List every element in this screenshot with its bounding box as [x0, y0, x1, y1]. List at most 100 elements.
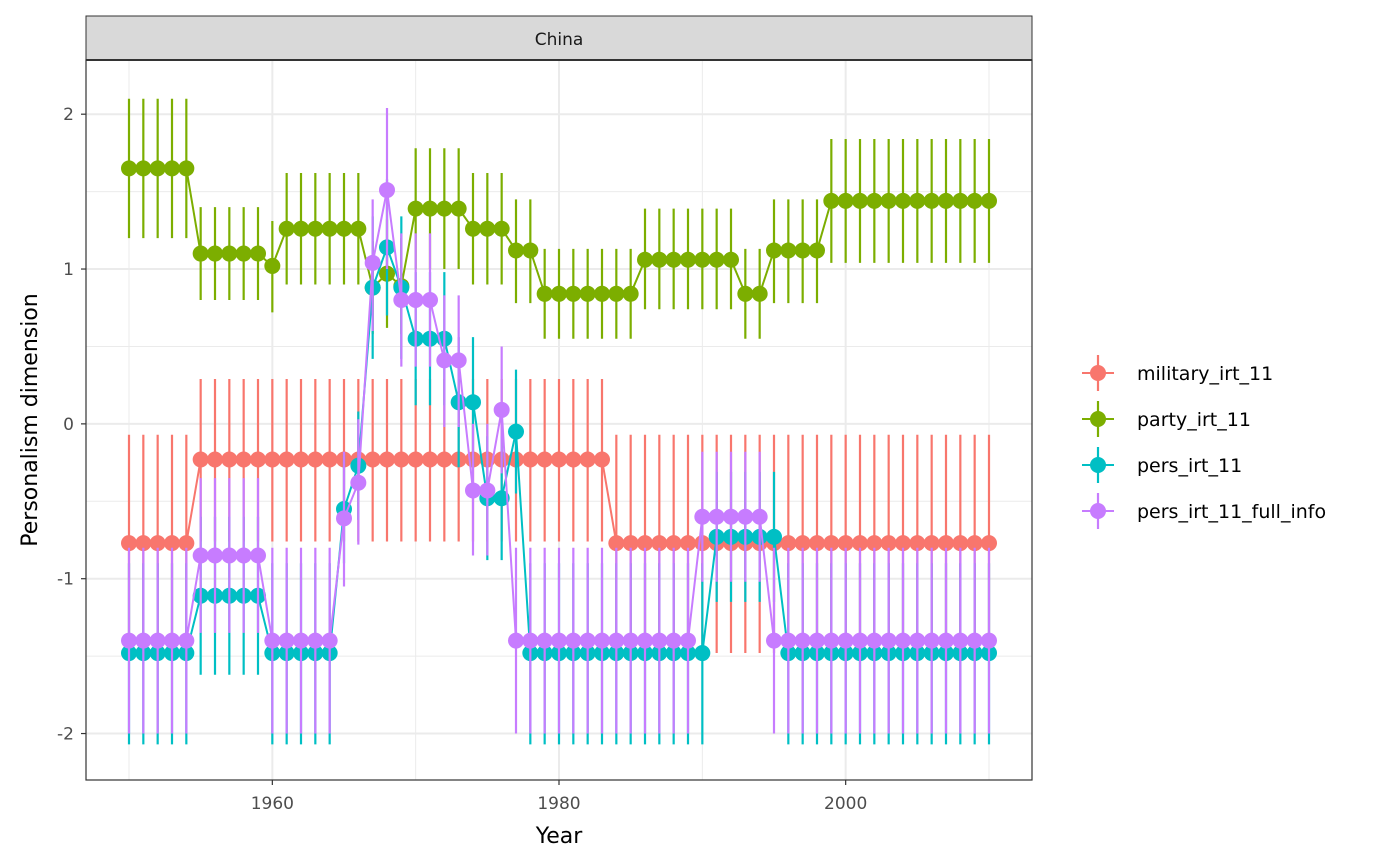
y-tick-label: -1 [57, 570, 74, 590]
data-point [637, 632, 653, 649]
data-point [336, 220, 352, 237]
data-point [436, 451, 453, 468]
data-point [723, 508, 739, 525]
data-point [565, 451, 582, 468]
data-point [221, 547, 238, 564]
data-point [551, 632, 567, 649]
data-point [579, 451, 596, 468]
data-point [479, 482, 496, 499]
data-point [164, 535, 180, 552]
data-point [680, 251, 696, 268]
data-point [823, 535, 840, 552]
legend-item-pers_irt_11_full_info: pers_irt_11_full_info [1082, 493, 1326, 529]
data-point [780, 242, 797, 259]
data-point [293, 632, 309, 649]
data-point [178, 632, 195, 649]
data-point [622, 535, 639, 552]
data-point [622, 632, 639, 649]
data-point [522, 632, 539, 649]
data-point [479, 220, 496, 237]
data-point [651, 535, 668, 552]
x-tick-label: 1960 [251, 794, 294, 814]
legend-label: military_irt_11 [1137, 363, 1273, 385]
data-point [465, 394, 481, 411]
data-point [135, 632, 152, 649]
data-point [551, 451, 567, 468]
data-point [379, 182, 395, 199]
data-point [221, 245, 238, 262]
data-point [594, 285, 610, 302]
y-tick-label: -2 [57, 725, 74, 745]
legend-label: pers_irt_11 [1137, 455, 1242, 477]
data-point [422, 292, 438, 308]
data-point [278, 220, 295, 237]
data-point [608, 285, 625, 302]
data-point [952, 192, 969, 209]
data-point [909, 632, 926, 649]
data-point [407, 292, 424, 308]
data-point [866, 632, 883, 649]
data-point [121, 632, 137, 649]
x-axis-ticks: 1960 1980 2000 [251, 780, 867, 814]
data-point [966, 535, 983, 552]
data-point [493, 220, 510, 237]
data-point [393, 451, 410, 468]
y-tick-label: 2 [63, 105, 74, 125]
data-point [665, 251, 682, 268]
data-point [981, 632, 997, 649]
data-point [364, 451, 381, 468]
data-point [407, 451, 424, 468]
data-point [981, 535, 997, 552]
data-point [493, 401, 510, 418]
data-point [436, 200, 453, 217]
data-point [608, 632, 625, 649]
data-point [909, 535, 926, 552]
data-point [164, 160, 180, 177]
data-point [493, 490, 510, 507]
data-point [293, 451, 309, 468]
data-point [264, 451, 281, 468]
data-point [508, 242, 524, 259]
data-point [465, 220, 481, 237]
y-axis-ticks: -2 -1 0 1 2 [57, 105, 86, 745]
x-tick-label: 1980 [537, 794, 580, 814]
data-point [307, 632, 324, 649]
data-point [579, 632, 596, 649]
data-point [737, 508, 754, 525]
data-point [307, 451, 324, 468]
data-point [149, 535, 166, 552]
legend-item-pers_irt_11: pers_irt_11 [1082, 447, 1242, 483]
data-point [450, 352, 467, 369]
data-point [694, 251, 711, 268]
data-point [895, 535, 911, 552]
data-point [723, 251, 739, 268]
data-point [121, 160, 137, 177]
series-pers_irt_11_full_info [121, 108, 997, 734]
data-point [522, 242, 539, 259]
data-point [708, 251, 725, 268]
data-point [923, 632, 940, 649]
data-point [307, 220, 324, 237]
legend-key-point [1090, 503, 1106, 519]
data-point [794, 535, 811, 552]
data-point [135, 535, 152, 552]
data-point [952, 632, 969, 649]
x-tick-label: 2000 [824, 794, 867, 814]
data-point [852, 632, 868, 649]
data-point [149, 160, 166, 177]
data-point [938, 192, 954, 209]
data-point [823, 192, 840, 209]
data-point [766, 528, 782, 545]
data-point [594, 632, 610, 649]
y-axis-title: Personalism dimension [18, 293, 43, 546]
data-point [694, 508, 711, 525]
data-point [293, 220, 309, 237]
data-point [766, 632, 782, 649]
data-point [164, 632, 180, 649]
data-point [149, 632, 166, 649]
data-point [207, 547, 223, 564]
data-point [880, 632, 897, 649]
data-point [393, 292, 410, 308]
data-point [536, 632, 553, 649]
